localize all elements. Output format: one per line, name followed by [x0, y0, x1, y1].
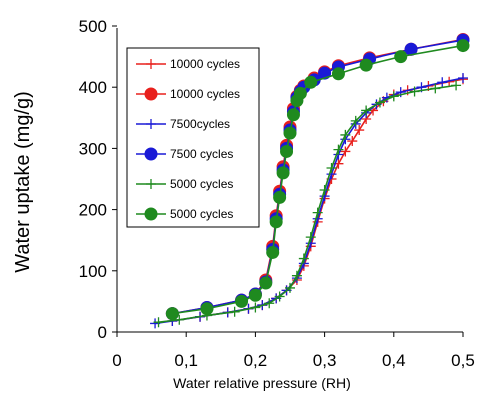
data-point: [286, 108, 300, 122]
legend-swatch-marker: [146, 119, 156, 129]
legend-label: 10000 cycles: [170, 57, 240, 71]
data-point: [285, 282, 295, 293]
data-point: [153, 317, 164, 328]
data-point: [340, 146, 351, 157]
y-tick-label: 300: [79, 139, 107, 158]
legend-entry: 10000 cycles: [136, 57, 240, 71]
data-point: [305, 232, 316, 243]
data-point: [280, 144, 294, 158]
x-ticks: 0 0,1 0,2 0,3 0,4 0,5: [112, 332, 475, 370]
legend-label: 7500cycles: [170, 117, 230, 131]
legend-label: 7500 cycles: [170, 147, 233, 161]
y-axis-title: Water uptake (mg/g): [12, 91, 34, 273]
data-point: [283, 126, 297, 140]
legend-label: 10000 cycles: [170, 87, 240, 101]
legend-entry: 10000 cycles: [136, 87, 240, 101]
legend-swatch-marker: [146, 59, 156, 69]
data-point: [347, 136, 358, 147]
data-point: [409, 86, 420, 97]
data-point: [273, 190, 287, 204]
legend-box: [126, 47, 260, 228]
series-6: [165, 39, 470, 321]
x-axis-title: Water relative pressure (RH): [173, 375, 351, 391]
legend-label: 5000 cycles: [170, 177, 233, 191]
y-tick-label: 200: [79, 201, 107, 220]
data-point: [165, 307, 179, 321]
legend-label: 5000 cycles: [170, 207, 233, 221]
data-point: [319, 185, 330, 196]
data-point: [388, 91, 399, 102]
series-5: [153, 80, 462, 328]
data-point: [200, 302, 214, 316]
y-tick-label: 500: [79, 17, 107, 36]
legend-swatch-marker: [144, 87, 158, 101]
data-point: [235, 294, 249, 308]
data-point: [248, 288, 262, 302]
legend: 10000 cycles 10000 cycles 7500cycles 7500 c…: [126, 47, 260, 228]
data-point: [350, 115, 361, 126]
legend-entry: 5000 cycles: [136, 177, 233, 191]
data-point: [437, 77, 448, 88]
legend-entry: 7500 cycles: [136, 147, 233, 161]
data-point: [451, 80, 462, 91]
data-point: [269, 215, 283, 229]
x-tick-label: 0,5: [451, 351, 475, 370]
data-point: [354, 125, 365, 136]
data-point: [264, 298, 275, 309]
legend-swatch-marker: [146, 179, 156, 189]
axes: [116, 28, 463, 333]
data-point: [430, 83, 441, 94]
data-point: [331, 67, 345, 81]
legend-entry: 5000 cycles: [136, 207, 233, 221]
data-point: [318, 66, 332, 80]
x-tick-label: 0,4: [382, 351, 406, 370]
y-tick-label: 400: [79, 78, 107, 97]
data-point: [456, 39, 470, 53]
data-point: [359, 58, 373, 72]
data-point: [266, 245, 280, 259]
data-point: [259, 276, 273, 290]
data-point: [374, 97, 385, 108]
data-point: [326, 162, 337, 173]
data-point: [458, 73, 468, 84]
data-point: [250, 302, 261, 313]
data-point: [274, 291, 285, 302]
data-point: [333, 144, 344, 155]
legend-swatch-marker: [144, 147, 158, 161]
data-point: [293, 86, 307, 100]
x-tick-label: 0,2: [244, 351, 268, 370]
x-tick-label: 0,1: [174, 351, 198, 370]
data-point: [361, 105, 372, 116]
data-point: [298, 253, 309, 264]
x-tick-label: 0,3: [313, 351, 337, 370]
legend-swatch-marker: [144, 207, 158, 221]
data-point: [229, 306, 240, 317]
y-tick-label: 0: [98, 323, 107, 342]
y-ticks: 0 100 200 300 400 500: [79, 17, 117, 342]
data-point: [174, 314, 185, 325]
data-point: [304, 75, 318, 89]
data-point: [276, 166, 290, 180]
x-tick-label: 0: [112, 351, 121, 370]
data-point: [312, 207, 323, 218]
data-point: [291, 270, 302, 281]
series-layer: [150, 32, 470, 329]
data-point: [394, 50, 408, 64]
data-point: [340, 129, 351, 140]
y-tick-label: 100: [79, 262, 107, 281]
legend-entry: 7500cycles: [136, 117, 230, 131]
